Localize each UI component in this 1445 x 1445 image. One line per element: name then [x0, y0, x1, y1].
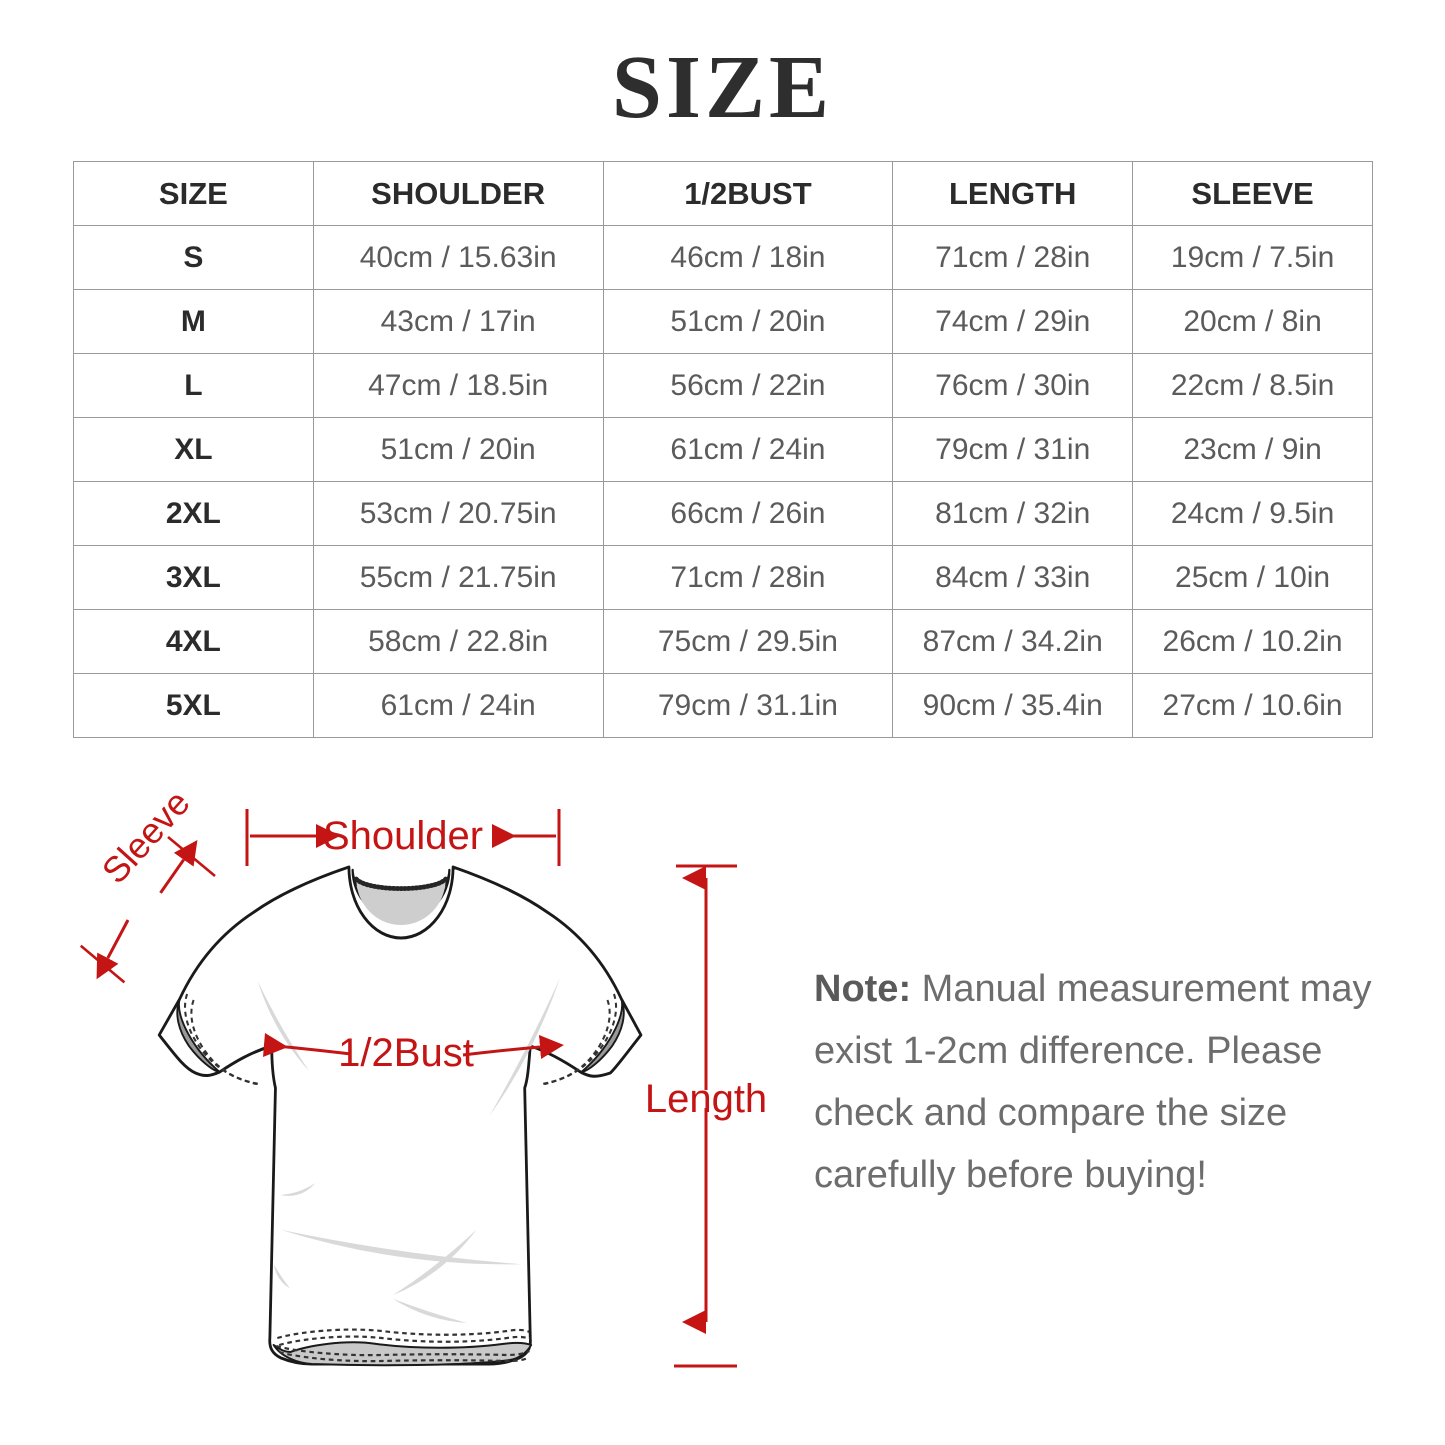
svg-text:Shoulder: Shoulder — [323, 814, 483, 858]
svg-text:Sleeve: Sleeve — [94, 782, 198, 891]
svg-text:Length: Length — [645, 1077, 767, 1121]
svg-text:1/2Bust: 1/2Bust — [338, 1031, 474, 1075]
